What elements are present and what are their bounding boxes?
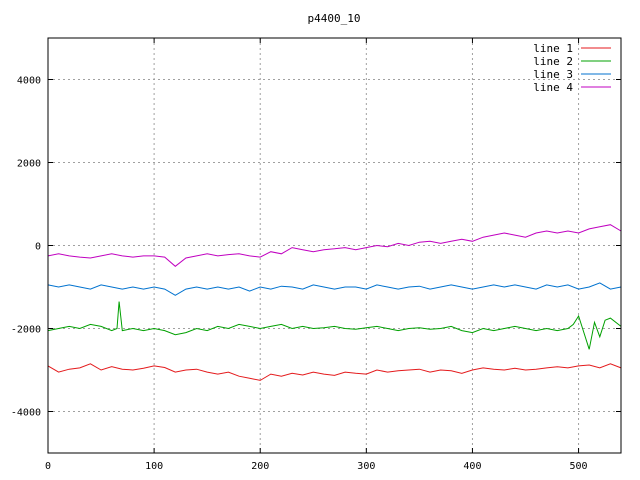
y-tick-label: 0 (35, 242, 41, 253)
grid (48, 38, 621, 453)
series-line-3 (47, 282, 622, 296)
series-line-2 (47, 301, 622, 350)
legend-label: line 2 (533, 55, 573, 68)
x-tick-label: 500 (570, 461, 588, 472)
legend-label: line 1 (533, 42, 573, 55)
chart-title: p4400_10 (308, 12, 361, 25)
series-layer (47, 224, 622, 381)
y-tick-label: -2000 (11, 325, 41, 336)
y-tick-label: 2000 (17, 159, 41, 170)
ticks: 0 100 200 300 400 500 -4000 -2000 0 2000 4000 (11, 38, 621, 472)
y-tick-label: 4000 (17, 76, 41, 87)
series-line-1 (47, 363, 622, 381)
legend-label: line 4 (533, 81, 573, 94)
x-tick-label: 100 (145, 461, 163, 472)
legend-label: line 3 (533, 68, 573, 81)
x-tick-label: 200 (251, 461, 269, 472)
x-tick-label: 300 (357, 461, 375, 472)
x-tick-label: 400 (463, 461, 481, 472)
x-tick-label: 0 (45, 461, 51, 472)
series-line-4 (47, 224, 622, 267)
y-tick-label: -4000 (11, 408, 41, 419)
